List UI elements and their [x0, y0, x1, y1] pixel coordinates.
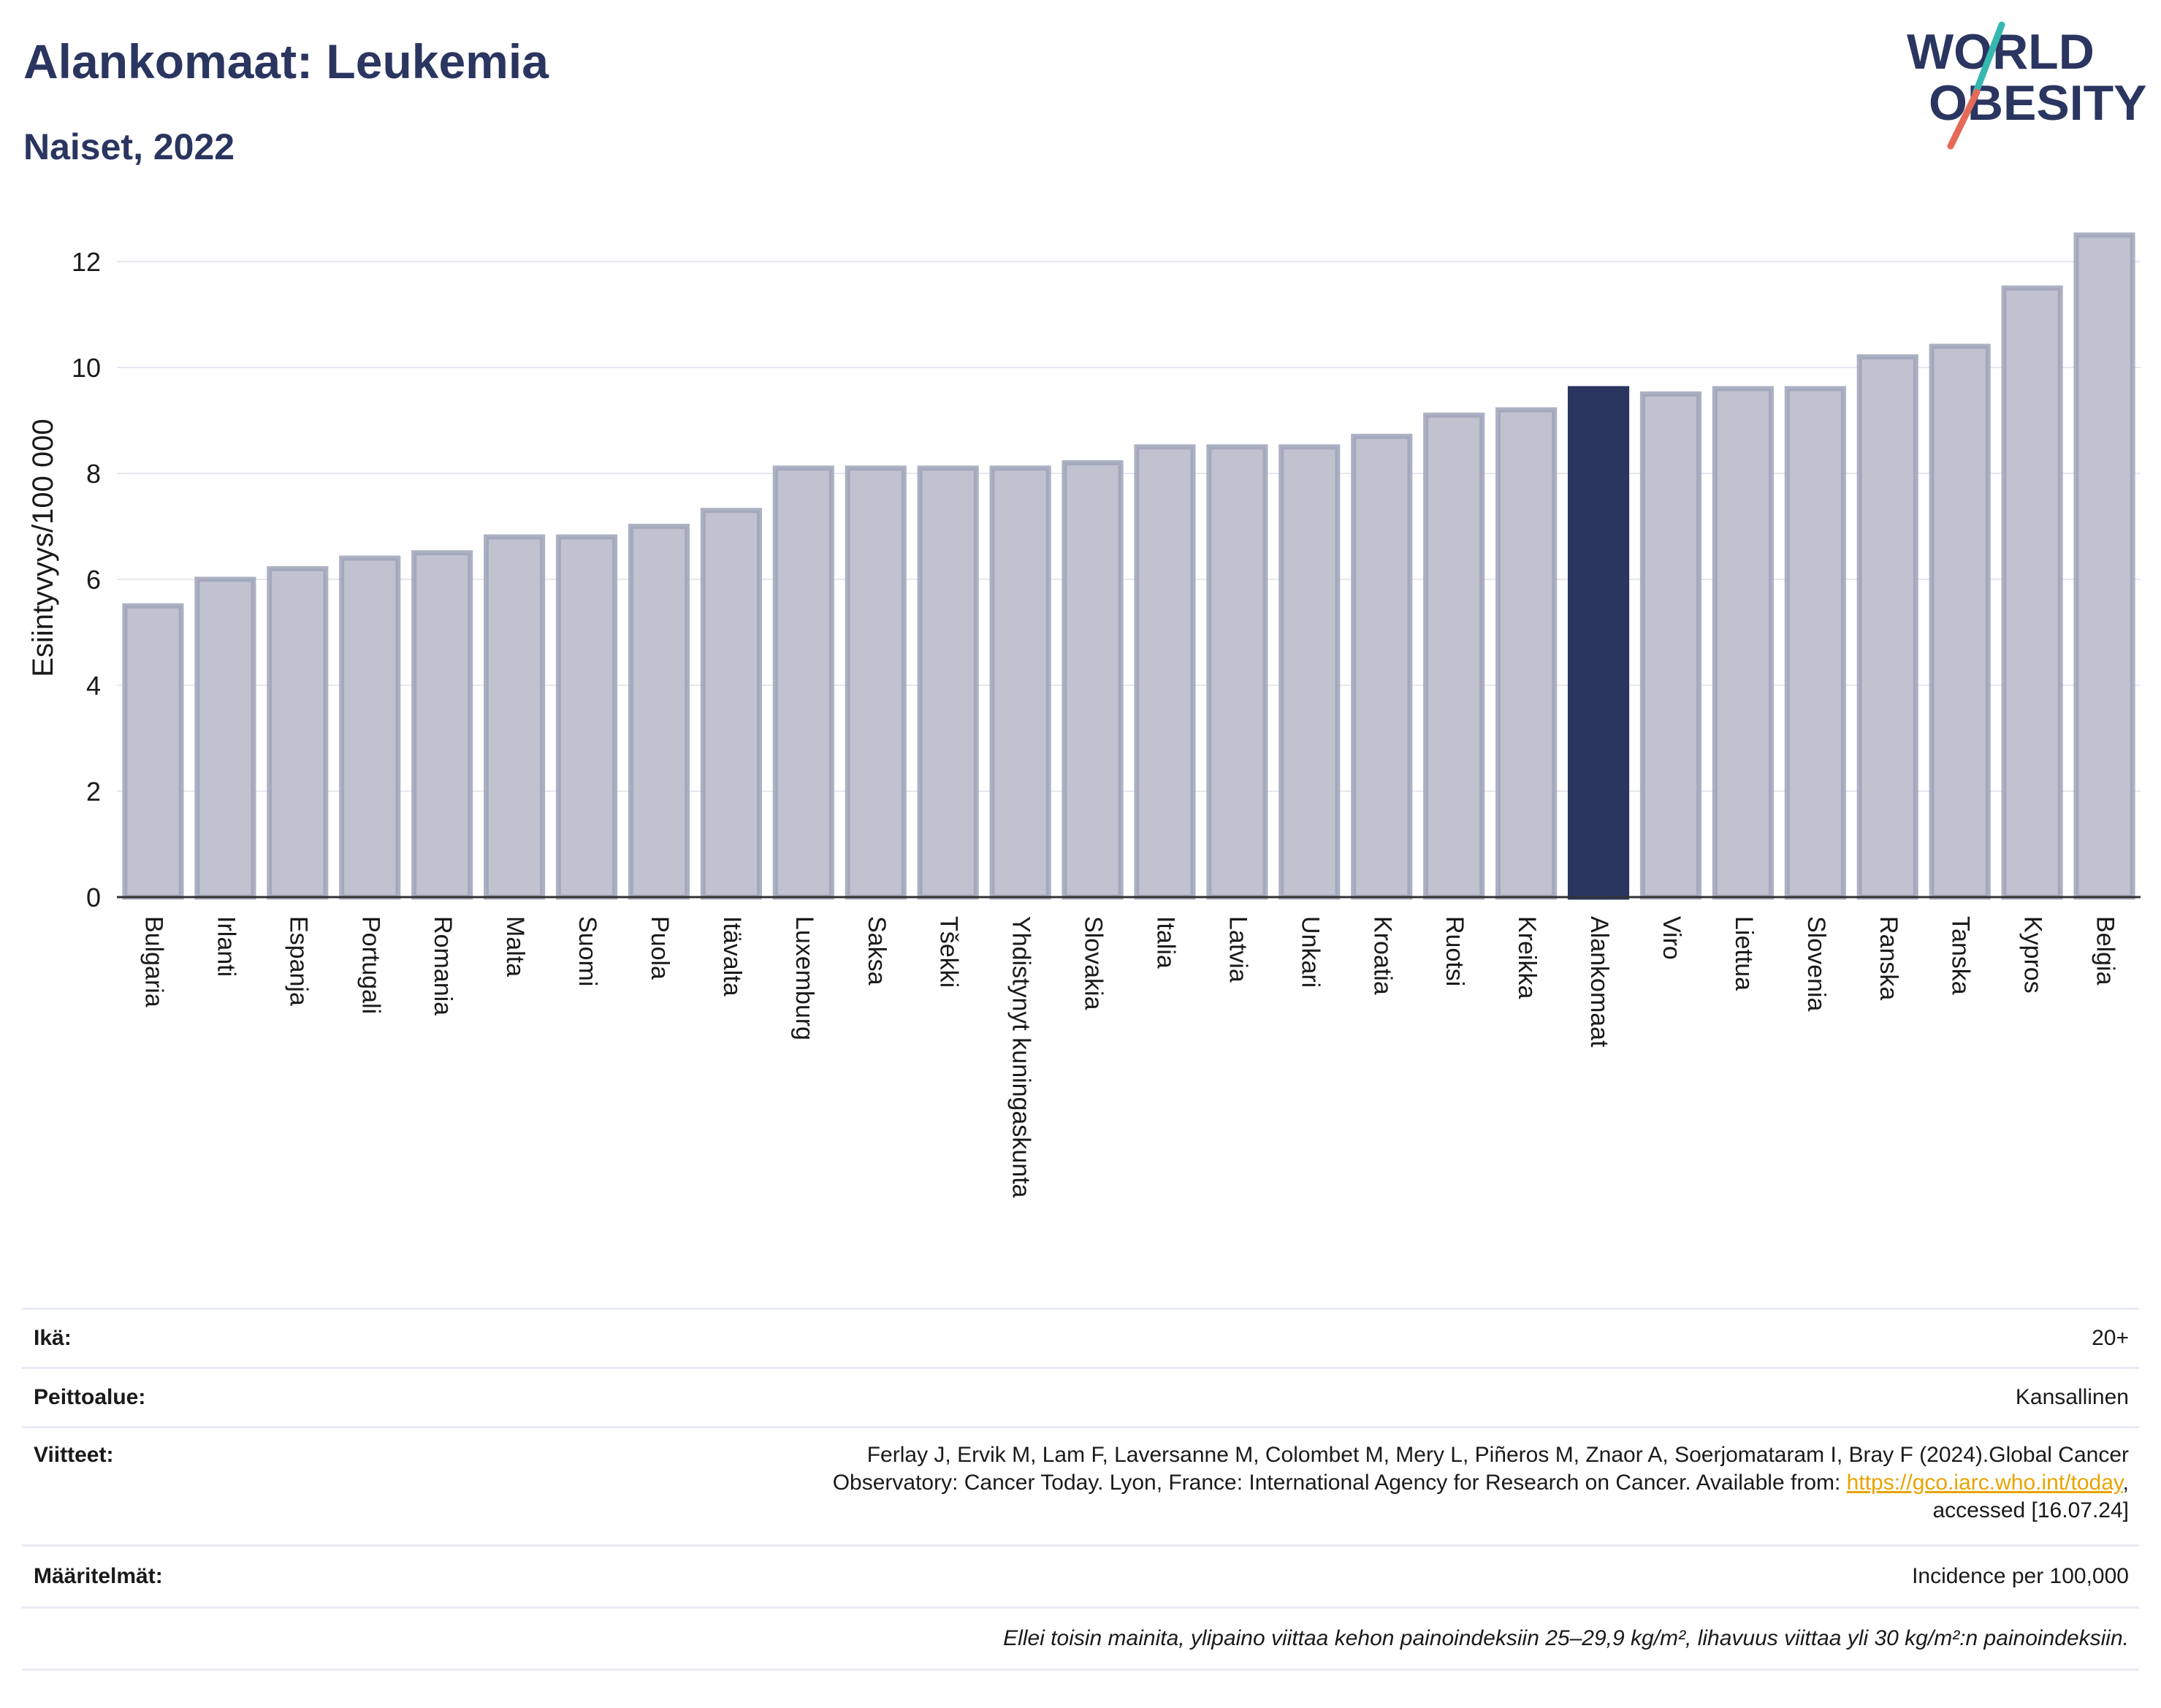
- logo-slash-red: [1947, 88, 1981, 150]
- x-tick-label: Kreikka: [1513, 916, 1541, 999]
- x-tick-label: Puola: [646, 916, 674, 980]
- x-tick-label: Latvia: [1224, 916, 1251, 983]
- bar-ranska[interactable]: [1856, 354, 1918, 900]
- bar-bulgaria[interactable]: [122, 603, 184, 900]
- bar-suomi[interactable]: [555, 534, 618, 900]
- bar-kroatia[interactable]: [1351, 433, 1413, 900]
- y-axis-label: Esiintyvyys/100 000: [27, 419, 59, 677]
- bar-malta[interactable]: [484, 534, 546, 900]
- bar-portugali[interactable]: [339, 555, 401, 900]
- references-value: Ferlay J, Ervik M, Lam F, Laversanne M, …: [833, 1441, 2139, 1525]
- x-tick-label: Tanska: [1947, 916, 1975, 995]
- bar-tšekki[interactable]: [917, 465, 979, 900]
- bar-itävalta[interactable]: [700, 508, 762, 900]
- x-tick-label: Portugali: [357, 916, 384, 1014]
- x-tick-label: Unkari: [1296, 916, 1324, 988]
- x-tick-label: Tšekki: [935, 916, 963, 988]
- info-row-note: Ellei toisin mainita, ylipaino viittaa k…: [22, 1606, 2139, 1671]
- x-tick-labels: Bulgaria Irlanti Espanja Portugali Romania Ma…: [140, 916, 2119, 1198]
- page-title: Alankomaat: Leukemia: [23, 34, 549, 88]
- x-tick-label: Irlanti: [212, 916, 240, 977]
- bar-romania[interactable]: [411, 550, 473, 900]
- x-tick-label: Yhdistynyt kuningaskunta: [1007, 916, 1035, 1198]
- info-row-definitions: Määritelmät: Incidence per 100,000: [22, 1544, 2139, 1606]
- coverage-label: Peittoalue:: [34, 1385, 146, 1409]
- bar-irlanti[interactable]: [194, 576, 256, 900]
- x-tick-label: Belgia: [2092, 916, 2119, 985]
- y-tick-label: 6: [86, 565, 101, 595]
- page-subtitle: Naiset, 2022: [23, 126, 235, 167]
- bar-espanja[interactable]: [267, 566, 329, 900]
- bar-unkari[interactable]: [1278, 444, 1341, 900]
- references-line-3: accessed [16.07.24]: [1932, 1498, 2129, 1522]
- y-tick-label: 0: [86, 882, 101, 912]
- bar-latvia[interactable]: [1206, 444, 1268, 900]
- references-line-1: Ferlay J, Ervik M, Lam F, Laversanne M, …: [866, 1443, 2129, 1467]
- age-value: 20+: [2092, 1326, 2129, 1350]
- x-tick-label: Alankomaat: [1585, 916, 1613, 1048]
- y-tick-label: 2: [86, 777, 101, 807]
- x-tick-label: Ruotsi: [1441, 916, 1468, 986]
- bar-belgia[interactable]: [2073, 232, 2135, 900]
- y-tick-labels: 0 2 4 6 8 10 12: [72, 247, 101, 912]
- references-label: Viitteet:: [34, 1443, 114, 1467]
- bar-slovakia[interactable]: [1062, 460, 1124, 900]
- bar-italia[interactable]: [1134, 444, 1196, 900]
- x-tick-label: Italia: [1151, 916, 1179, 969]
- x-tick-label: Viro: [1658, 916, 1685, 960]
- y-tick-label: 12: [72, 247, 101, 277]
- x-tick-label: Kroatia: [1368, 916, 1396, 995]
- x-tick-label: Suomi: [573, 916, 601, 986]
- bar-liettua[interactable]: [1712, 386, 1774, 900]
- bar-kypros[interactable]: [2001, 285, 2063, 900]
- x-tick-label: Slovenia: [1802, 916, 1830, 1012]
- x-tick-label: Slovakia: [1080, 916, 1108, 1010]
- x-tick-label: Kypros: [2019, 916, 2047, 994]
- x-tick-label: Ranska: [1875, 916, 1902, 1000]
- logo-slash-teal: [1972, 21, 2005, 97]
- note-text: Ellei toisin mainita, ylipaino viittaa k…: [1003, 1626, 2129, 1650]
- y-tick-label: 8: [86, 459, 101, 489]
- x-tick-label: Romania: [429, 916, 457, 1015]
- age-label: Ikä:: [34, 1326, 72, 1350]
- x-tick-label: Itävalta: [718, 916, 746, 996]
- x-tick-label: Espanja: [284, 916, 312, 1006]
- bar-puola[interactable]: [628, 524, 690, 900]
- y-tick-label: 10: [72, 353, 101, 383]
- bar-tanska[interactable]: [1929, 343, 1991, 900]
- info-row-age: Ikä: 20+: [22, 1308, 2139, 1367]
- bar-chart: 0 2 4 6 8 10 12 Bulgaria Irlanti Espanja Portugal…: [27, 232, 2141, 1198]
- info-row-coverage: Peittoalue: Kansallinen: [22, 1367, 2139, 1426]
- definitions-value: Incidence per 100,000: [1912, 1564, 2129, 1588]
- bar-slovenia[interactable]: [1784, 386, 1846, 900]
- x-tick-label: Malta: [501, 916, 529, 977]
- references-link[interactable]: https://gco.iarc.who.int/today: [1846, 1471, 2123, 1495]
- y-tick-label: 4: [86, 671, 101, 701]
- bar-luxemburg[interactable]: [772, 465, 834, 900]
- coverage-value: Kansallinen: [2015, 1385, 2129, 1409]
- bar-alankomaat[interactable]: [1567, 386, 1630, 900]
- definitions-label: Määritelmät:: [34, 1564, 163, 1588]
- x-tick-label: Luxemburg: [790, 916, 818, 1040]
- bar-yhdistynyt-kuningaskunta[interactable]: [989, 465, 1051, 900]
- x-tick-label: Bulgaria: [140, 916, 167, 1007]
- bar-viro[interactable]: [1639, 391, 1702, 900]
- info-row-references: Viitteet: Ferlay J, Ervik M, Lam F, Lave…: [22, 1426, 2139, 1544]
- references-line-2-end: ,: [2122, 1471, 2129, 1495]
- x-tick-label: Saksa: [863, 916, 891, 985]
- info-table: Ikä: 20+ Peittoalue: Kansallinen Viittee…: [22, 1308, 2139, 1671]
- world-obesity-logo: WORLD OBESITY: [1907, 21, 2147, 150]
- references-line-2: Observatory: Cancer Today. Lyon, France:…: [832, 1471, 1847, 1495]
- bars: [122, 232, 2135, 900]
- bar-ruotsi[interactable]: [1423, 412, 1485, 900]
- bar-kreikka[interactable]: [1495, 407, 1558, 900]
- x-tick-label: Liettua: [1730, 916, 1758, 991]
- bar-saksa[interactable]: [845, 465, 907, 900]
